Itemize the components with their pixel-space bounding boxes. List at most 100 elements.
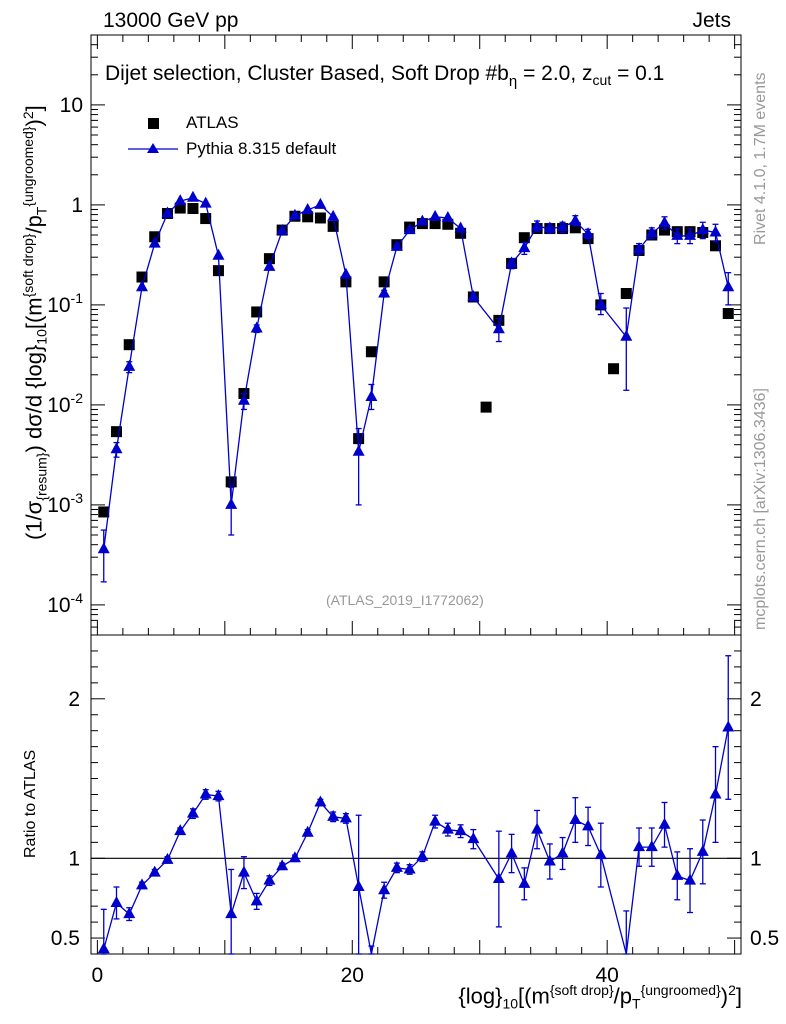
atlas-point xyxy=(429,218,441,230)
plot-title-zcut-sub: cut xyxy=(592,72,612,89)
ratio-point xyxy=(314,795,327,807)
main-y-tick-label: 10-4 xyxy=(47,590,83,617)
pythia-point xyxy=(378,286,391,298)
atlas-point xyxy=(442,218,454,230)
ratio-point xyxy=(276,859,289,871)
pythia-point xyxy=(365,389,378,401)
ratio-line xyxy=(103,727,729,955)
main-y-tick-label: 10-3 xyxy=(47,490,83,517)
pythia-point xyxy=(288,208,301,220)
ratio-frame xyxy=(90,634,742,955)
atlas-point xyxy=(569,222,581,234)
ratio-point xyxy=(250,894,263,906)
ratio-point xyxy=(288,851,301,863)
atlas-point xyxy=(518,232,530,244)
atlas-point xyxy=(302,211,314,223)
ratio-point xyxy=(186,806,199,818)
ratio-point xyxy=(709,787,722,799)
pythia-point xyxy=(390,239,403,251)
ratio-y-tick-label: 1 xyxy=(68,847,80,870)
pythia-point xyxy=(594,297,607,309)
ratio-point xyxy=(467,832,480,844)
ratio-point xyxy=(684,873,697,885)
ratio-y-tick-label-right: 0.5 xyxy=(750,927,779,950)
ratio-point xyxy=(199,787,212,799)
ratio-point xyxy=(594,848,607,860)
pythia-point xyxy=(148,236,161,248)
legend-mc-label: Pythia 8.315 default xyxy=(186,139,337,158)
ratio-point xyxy=(301,825,314,837)
pythia-point xyxy=(569,214,582,226)
pythia-point xyxy=(441,210,454,222)
legend-data-marker xyxy=(148,118,159,129)
pythia-point xyxy=(620,329,633,341)
pythia-point xyxy=(301,202,314,214)
legend xyxy=(128,118,178,153)
atlas-point xyxy=(212,265,224,277)
ratio-point xyxy=(722,720,735,732)
ratio-point xyxy=(212,789,225,801)
atlas-point xyxy=(200,213,212,225)
ratio-y-tick-label-right: 2 xyxy=(750,688,762,711)
atlas-point xyxy=(136,271,148,283)
atlas-point xyxy=(378,276,390,288)
x-tick-label: 20 xyxy=(341,964,364,987)
ratio-point xyxy=(569,813,582,825)
main-y-tick-label: 10-2 xyxy=(47,390,83,417)
pythia-point xyxy=(543,221,556,233)
atlas-point xyxy=(659,224,671,236)
atlas-point xyxy=(225,476,237,488)
pythia-point xyxy=(174,194,187,206)
pythia-point xyxy=(237,393,250,405)
main-y-tick-label: 1 xyxy=(71,194,83,217)
header-category: Jets xyxy=(692,9,731,32)
plot-title-zcut-val: = 0.1 xyxy=(617,62,665,85)
pythia-point xyxy=(467,289,480,301)
atlas-point xyxy=(327,220,339,232)
ratio-point xyxy=(339,811,352,823)
ratio-y-tick-label-right: 1 xyxy=(750,847,762,870)
pythia-point xyxy=(161,206,174,218)
pythia-point xyxy=(492,322,505,334)
pythia-point xyxy=(225,497,238,509)
ratio-point xyxy=(543,854,556,866)
pythia-point xyxy=(645,226,658,238)
ratio-point xyxy=(327,809,340,821)
ratio-point xyxy=(556,846,569,858)
pythia-point xyxy=(633,242,646,254)
pythia-point xyxy=(352,444,365,456)
pythia-point xyxy=(671,228,684,240)
ratio-point xyxy=(148,865,161,877)
main-y-tick-label: 10-1 xyxy=(47,290,83,317)
atlas-point xyxy=(123,339,135,351)
ratio-point xyxy=(505,846,518,858)
atlas-point xyxy=(110,426,122,438)
x-tick-label: 0 xyxy=(92,964,104,987)
ratio-point xyxy=(582,819,595,831)
ratio-point xyxy=(429,814,442,826)
ratio-point xyxy=(416,849,429,861)
pythia-point xyxy=(722,280,735,292)
plot-title-beta: = 2.0, z xyxy=(523,62,593,85)
ratio-y-tick-label: 2 xyxy=(68,688,80,711)
main-y-ticks: 10-4 10-3 10-2 10-1 1 10 xyxy=(47,34,741,636)
header-energy: 13000 GeV pp xyxy=(103,9,239,32)
pythia-point xyxy=(186,190,199,202)
pythia-point xyxy=(276,223,289,235)
ratio-point xyxy=(390,860,403,872)
pythia-point xyxy=(658,215,671,227)
pythia-point xyxy=(696,223,709,235)
pythia-point xyxy=(263,259,276,271)
pythia-point xyxy=(403,223,416,235)
pythia-point xyxy=(327,209,340,221)
main-y-tick-label: 10 xyxy=(60,94,83,117)
ratio-point xyxy=(658,817,671,829)
ratio-point xyxy=(237,865,250,877)
pythia-point xyxy=(212,248,225,260)
ratio-y-axis-label: Ratio to ATLAS xyxy=(22,749,39,858)
pythia-point xyxy=(709,225,722,237)
ratio-point xyxy=(633,840,646,852)
ratio-point xyxy=(110,895,123,907)
ratio-point xyxy=(492,872,505,884)
